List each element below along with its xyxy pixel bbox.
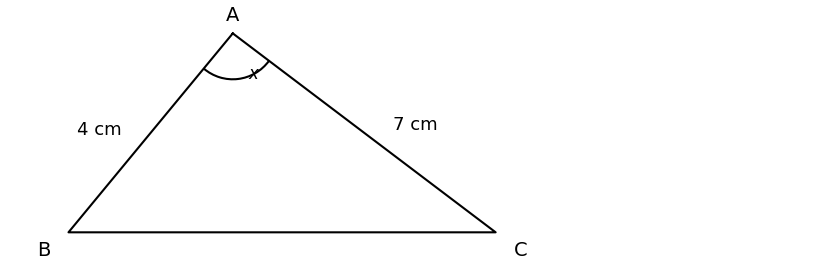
Text: C: C [514, 241, 527, 260]
Text: x: x [248, 65, 258, 83]
Text: 4 cm: 4 cm [77, 121, 122, 139]
Text: 7 cm: 7 cm [393, 116, 437, 134]
Text: B: B [37, 241, 50, 260]
Text: A: A [226, 6, 240, 25]
